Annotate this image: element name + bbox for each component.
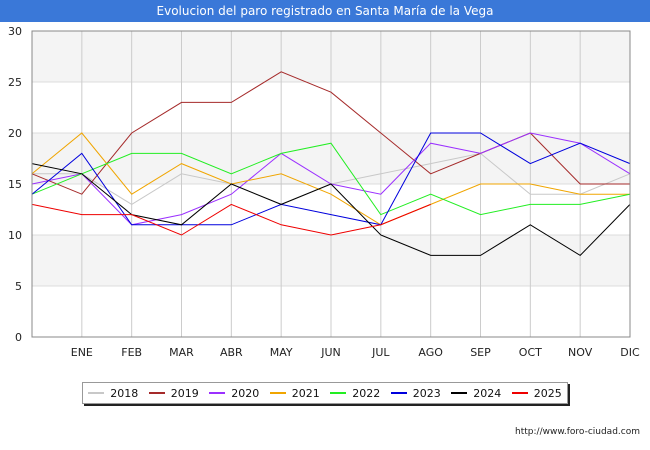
legend-item-2025: 2025: [511, 386, 562, 400]
series-line-2022: [31, 142, 631, 216]
series-lines: [31, 71, 631, 257]
legend-swatch: [88, 392, 105, 394]
legend-item-2024: 2024: [451, 387, 501, 400]
x-tick-label: OCT: [519, 346, 542, 359]
legend-item-2022: 2022: [330, 387, 380, 400]
legend-item-2018: 2018: [88, 387, 138, 400]
y-tick-label: 20: [8, 127, 22, 140]
x-tick-label: MAR: [169, 346, 194, 359]
y-axis-ticks: 0 5 10 15 20 25 30: [8, 25, 22, 344]
legend-swatch: [511, 392, 528, 394]
y-tick-label: 15: [8, 178, 22, 191]
legend-item-2020: 2020: [209, 387, 259, 400]
legend-swatch: [390, 392, 407, 394]
chart-title: Evolucion del paro registrado en Santa M…: [0, 0, 650, 22]
series-line-2025: [31, 203, 431, 236]
legend-item-2023: 2023: [390, 386, 441, 400]
x-tick-label: SEP: [470, 346, 491, 359]
y-tick-label: 0: [15, 331, 22, 344]
y-tick-label: 5: [15, 280, 22, 293]
legend-label: 2025: [533, 386, 562, 400]
legend-swatch: [148, 392, 165, 394]
series-line-2021: [31, 132, 630, 226]
x-tick-label: NOV: [568, 346, 593, 359]
x-tick-label: AGO: [418, 346, 443, 359]
x-tick-label: JUN: [320, 346, 341, 359]
source-credit: http://www.foro-ciudad.com: [515, 427, 640, 437]
x-tick-label: FEB: [121, 346, 142, 359]
legend-label: 2024: [473, 386, 502, 400]
legend-swatch: [330, 392, 347, 394]
x-tick-label: ABR: [220, 346, 243, 359]
legend-label: 2018: [110, 386, 139, 400]
y-tick-label: 30: [8, 25, 22, 38]
legend-swatch: [451, 392, 468, 394]
y-tick-label: 10: [8, 229, 22, 242]
x-tick-label: JUL: [371, 346, 390, 359]
legend-swatch: [209, 392, 226, 394]
plot-area-frame: [31, 30, 631, 338]
x-axis-ticks: ENE FEB MAR ABR MAY JUN JUL AGO SEP OCT NOV DIC: [71, 346, 640, 359]
x-tick-label: ENE: [71, 346, 93, 359]
legend-label: 2020: [231, 386, 260, 400]
legend-label: 2022: [352, 386, 381, 400]
y-tick-label: 25: [8, 76, 22, 89]
series-line-2023: [31, 132, 631, 226]
x-tick-label: MAY: [270, 346, 293, 359]
x-tick-label: DIC: [620, 346, 640, 359]
legend-item-2019: 2019: [148, 386, 199, 400]
legend: 2018 2019 2020 2021 2022 2023 2024 2025: [82, 382, 568, 404]
legend-label: 2021: [291, 386, 320, 400]
legend-label: 2019: [170, 386, 199, 400]
legend-item-2021: 2021: [269, 386, 320, 400]
legend-swatch: [269, 392, 286, 394]
legend-label: 2023: [412, 386, 441, 400]
